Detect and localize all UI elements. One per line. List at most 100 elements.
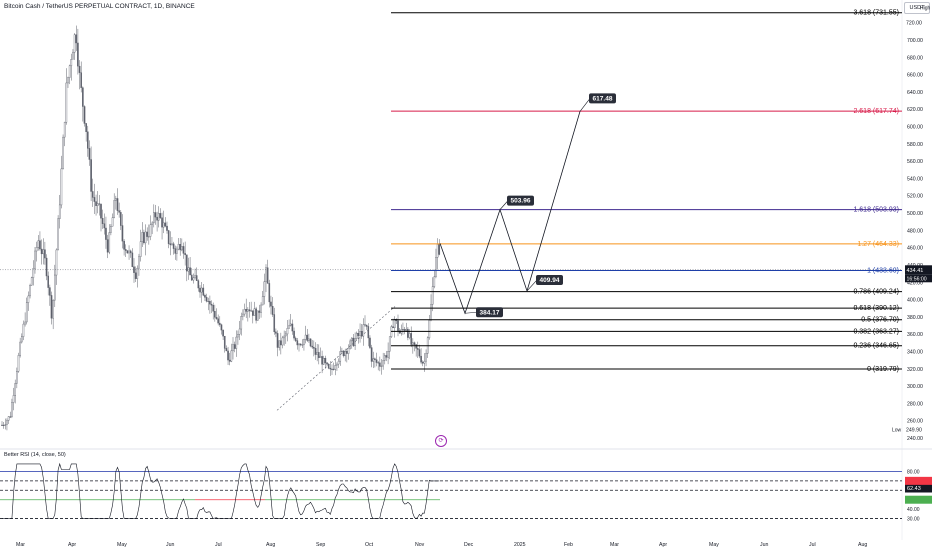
candle-body — [174, 248, 177, 254]
candle-body — [336, 363, 338, 366]
candle-body — [25, 302, 28, 323]
projection-callout-box — [476, 307, 503, 318]
candle-body — [238, 328, 241, 335]
time-tick-label: May — [709, 542, 719, 548]
price-tick-label: 540.00 — [907, 176, 923, 182]
candle-body — [392, 326, 394, 329]
candle-body — [194, 275, 196, 278]
candle-body — [418, 349, 421, 357]
candle-body — [83, 106, 86, 124]
candle-body — [349, 340, 351, 349]
candle-body — [164, 222, 167, 227]
price-tick-label: 460.00 — [907, 246, 923, 252]
price-tick-label: 360.00 — [907, 332, 923, 338]
candle-body — [78, 65, 81, 73]
candle-body — [324, 357, 327, 364]
last-price-badge: 434.41 — [907, 268, 924, 274]
candle-body — [299, 343, 302, 346]
candle-body — [387, 351, 389, 358]
candle-body — [133, 266, 135, 273]
cycle-icon[interactable]: ⟳ — [435, 435, 447, 447]
candle-body — [421, 361, 424, 364]
candle-body — [243, 308, 246, 315]
candle-body — [40, 248, 43, 255]
candle-body — [228, 359, 231, 362]
time-tick-label: Jul — [215, 542, 222, 548]
candle-body — [24, 321, 26, 325]
candle-body — [215, 317, 218, 319]
candle-body — [152, 212, 155, 224]
candle-body — [359, 331, 361, 336]
candle-body — [337, 360, 340, 365]
candle-body — [182, 246, 185, 254]
candle-body — [352, 337, 355, 347]
candle-body — [270, 301, 272, 307]
candle-body — [410, 333, 413, 345]
candle-body — [260, 304, 262, 313]
candle-body — [4, 424, 7, 426]
trend-line — [276, 306, 396, 411]
candle-body — [77, 42, 79, 67]
candle-body — [80, 72, 82, 88]
candle-body — [106, 239, 109, 253]
candle-body — [205, 297, 208, 302]
candle-body — [184, 253, 186, 256]
candle-body — [29, 285, 31, 297]
candle-body — [223, 335, 226, 349]
candle-body — [377, 362, 380, 364]
price-tick-label: 340.00 — [907, 349, 923, 355]
candle-body — [68, 65, 71, 78]
time-tick-label: Aug — [858, 542, 867, 548]
candle-body — [301, 344, 304, 346]
candle-body — [101, 218, 104, 224]
candle-body — [161, 217, 163, 228]
candle-body — [62, 136, 64, 170]
projection-callout-label: 503.96 — [511, 198, 531, 205]
candle-body — [382, 360, 384, 367]
time-tick-label: Oct — [365, 542, 374, 548]
candle-body — [119, 212, 122, 226]
candle-body — [214, 311, 216, 318]
candle-body — [253, 308, 256, 316]
candle-body — [304, 334, 307, 340]
candle-body — [151, 222, 153, 225]
rsi-upper-badge — [905, 476, 932, 485]
candle-body — [129, 250, 132, 254]
price-tick-label: 600.00 — [907, 125, 923, 131]
countdown-bg — [905, 274, 932, 283]
candle-body — [179, 244, 182, 251]
currency-button[interactable]: USDT — [904, 2, 930, 14]
chart-title: Bitcoin Cash / TetherUS PERPETUAL CONTRA… — [4, 3, 195, 10]
candle-body — [275, 331, 277, 334]
candle-body — [162, 222, 165, 228]
candle-body — [251, 310, 254, 316]
candle-body — [314, 348, 317, 355]
candle-body — [63, 121, 66, 138]
rsi-value-badge: 62.43 — [907, 486, 921, 492]
candle-body — [273, 314, 276, 333]
candle-body — [438, 244, 441, 255]
candle-body — [303, 339, 305, 346]
candle-body — [402, 329, 404, 331]
candle-body — [242, 313, 244, 317]
candle-body — [27, 295, 30, 303]
candle-body — [311, 345, 314, 348]
candle-body — [388, 336, 391, 352]
time-tick-label: Dec — [464, 542, 474, 548]
candle-body — [341, 350, 343, 352]
candle-body — [289, 323, 292, 326]
candle-body — [47, 275, 49, 288]
candle-body — [308, 338, 310, 341]
candle-body — [318, 352, 320, 358]
candle-body — [276, 333, 279, 348]
candle-body — [285, 333, 287, 337]
fib-level-label: 3.618 (731.55) — [853, 10, 899, 17]
candle-body — [123, 240, 125, 250]
candle-body — [190, 274, 193, 281]
candle-body — [209, 300, 211, 305]
time-tick-label: Jun — [760, 542, 768, 548]
price-tick-label: 580.00 — [907, 142, 923, 148]
candle-body — [344, 351, 347, 357]
